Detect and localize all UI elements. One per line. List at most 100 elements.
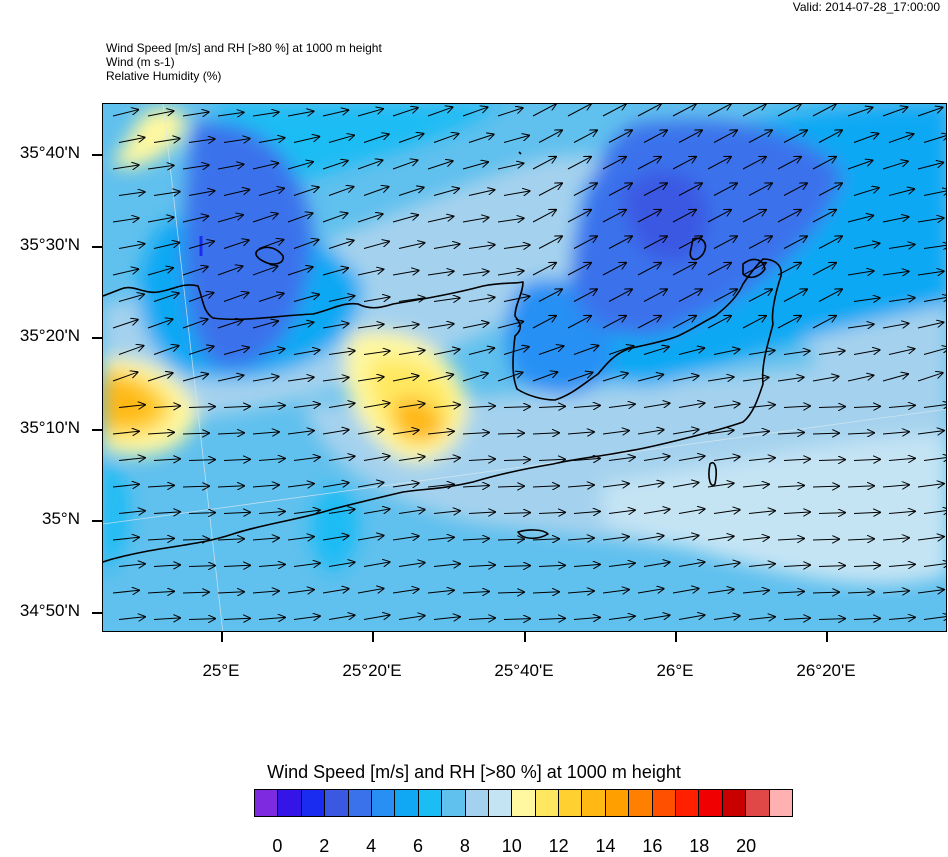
- wind-arrow: [853, 618, 880, 619]
- wind-arrow: [252, 432, 279, 434]
- wind-arrow: [287, 537, 314, 540]
- wind-arrow: [917, 322, 943, 329]
- wind-arrow: [188, 346, 214, 355]
- wind-arrow: [328, 562, 355, 566]
- wind-arrow: [112, 269, 138, 276]
- wind-arrow: [118, 511, 145, 514]
- wind-arrow: [433, 511, 460, 514]
- wind-arrow: [853, 188, 879, 196]
- wind-arrow: [783, 289, 807, 302]
- wind-arrow: [637, 210, 661, 223]
- wind-arrow: [392, 483, 419, 487]
- wind-arrow: [713, 349, 740, 355]
- colorbar-label: 12: [548, 836, 569, 856]
- wind-arrow: [427, 161, 453, 170]
- wind-arrow: [252, 163, 278, 170]
- lon-tick: [524, 632, 526, 642]
- wind-arrow: [188, 619, 215, 620]
- wind-arrow: [888, 511, 915, 513]
- wind-arrow: [223, 190, 249, 196]
- colorbar-swatch: [465, 790, 489, 816]
- wind-arrow: [363, 187, 389, 196]
- wind-arrow: [468, 618, 495, 620]
- wind-arrow: [252, 214, 278, 223]
- wind-arrow: [398, 298, 425, 302]
- wind-arrow: [357, 483, 384, 488]
- wind-arrow: [118, 346, 144, 355]
- wind-arrow: [742, 537, 769, 540]
- wind-arrow: [637, 157, 661, 170]
- colorbar-swatch: [395, 790, 419, 816]
- wind-arrow: [503, 619, 530, 620]
- wind-arrow: [923, 457, 946, 460]
- wind-arrow: [707, 377, 734, 381]
- wind-arrow: [538, 346, 564, 355]
- wind-arrow: [643, 562, 670, 566]
- wind-arrow: [427, 375, 453, 382]
- wind-arrow: [882, 485, 909, 487]
- wind-arrow: [217, 539, 244, 540]
- wind-arrow: [567, 104, 591, 117]
- wind-arrow: [532, 263, 556, 276]
- wind-arrow: [748, 511, 775, 514]
- wind-arrow: [538, 406, 565, 407]
- wind-arrow: [468, 134, 494, 143]
- wind-arrow: [637, 483, 664, 487]
- wind-arrow: [322, 536, 349, 540]
- wind-arrow: [153, 618, 180, 620]
- wind-arrow: [637, 375, 663, 382]
- wind-arrow: [118, 138, 145, 143]
- wind-arrow: [217, 433, 244, 434]
- wind-arrow: [217, 592, 244, 593]
- wind-arrow: [678, 403, 705, 408]
- wind-arrow: [812, 157, 836, 170]
- wind-arrow: [328, 403, 355, 407]
- wind-arrow: [398, 243, 424, 249]
- wind-arrow: [147, 485, 174, 487]
- wind-arrow: [462, 486, 489, 488]
- lat-tick: [92, 520, 102, 522]
- wind-arrow: [573, 458, 600, 460]
- wind-arrow: [497, 108, 523, 117]
- wind-arrow: [118, 294, 144, 302]
- wind-arrow: [363, 615, 390, 620]
- wind-arrow: [532, 210, 556, 223]
- wind-arrow: [812, 316, 836, 329]
- wind-arrow: [363, 456, 390, 461]
- wind-arrow: [363, 297, 390, 302]
- wind-arrow: [217, 164, 244, 169]
- wind-arrow: [293, 187, 319, 196]
- wind-arrow: [468, 459, 495, 461]
- wind-arrow: [783, 565, 810, 567]
- wind-arrow: [252, 591, 279, 593]
- wind-arrow: [287, 162, 313, 170]
- lat-tick: [92, 246, 102, 248]
- wind-arrow: [888, 189, 914, 196]
- wind-arrow: [783, 618, 810, 620]
- wind-arrow: [182, 165, 209, 169]
- wind-arrow: [427, 107, 453, 117]
- wind-arrow: [462, 271, 489, 275]
- wind-arrow: [748, 350, 775, 354]
- wind-arrow: [392, 430, 419, 434]
- wind-arrow: [742, 104, 766, 117]
- wind-arrow: [392, 160, 418, 170]
- wind-arrow: [363, 134, 389, 143]
- wind-arrow: [777, 592, 804, 594]
- colorbar-label: 0: [272, 836, 283, 856]
- wind-arrow: [153, 293, 179, 302]
- wind-arrow: [147, 319, 173, 329]
- wind-arrow: [783, 351, 810, 355]
- wind-arrow: [223, 459, 250, 460]
- wind-arrow: [678, 456, 705, 461]
- wind-arrow: [538, 512, 565, 513]
- wind-arrow: [182, 216, 208, 223]
- wind-arrow: [328, 187, 354, 196]
- wind-arrow: [678, 130, 702, 143]
- wind-arrow: [847, 375, 873, 382]
- wind-arrow: [777, 104, 801, 117]
- wind-arrow: [357, 160, 383, 170]
- wind-arrow: [573, 130, 597, 143]
- wind-arrow: [153, 512, 180, 514]
- wind-arrow: [433, 244, 460, 249]
